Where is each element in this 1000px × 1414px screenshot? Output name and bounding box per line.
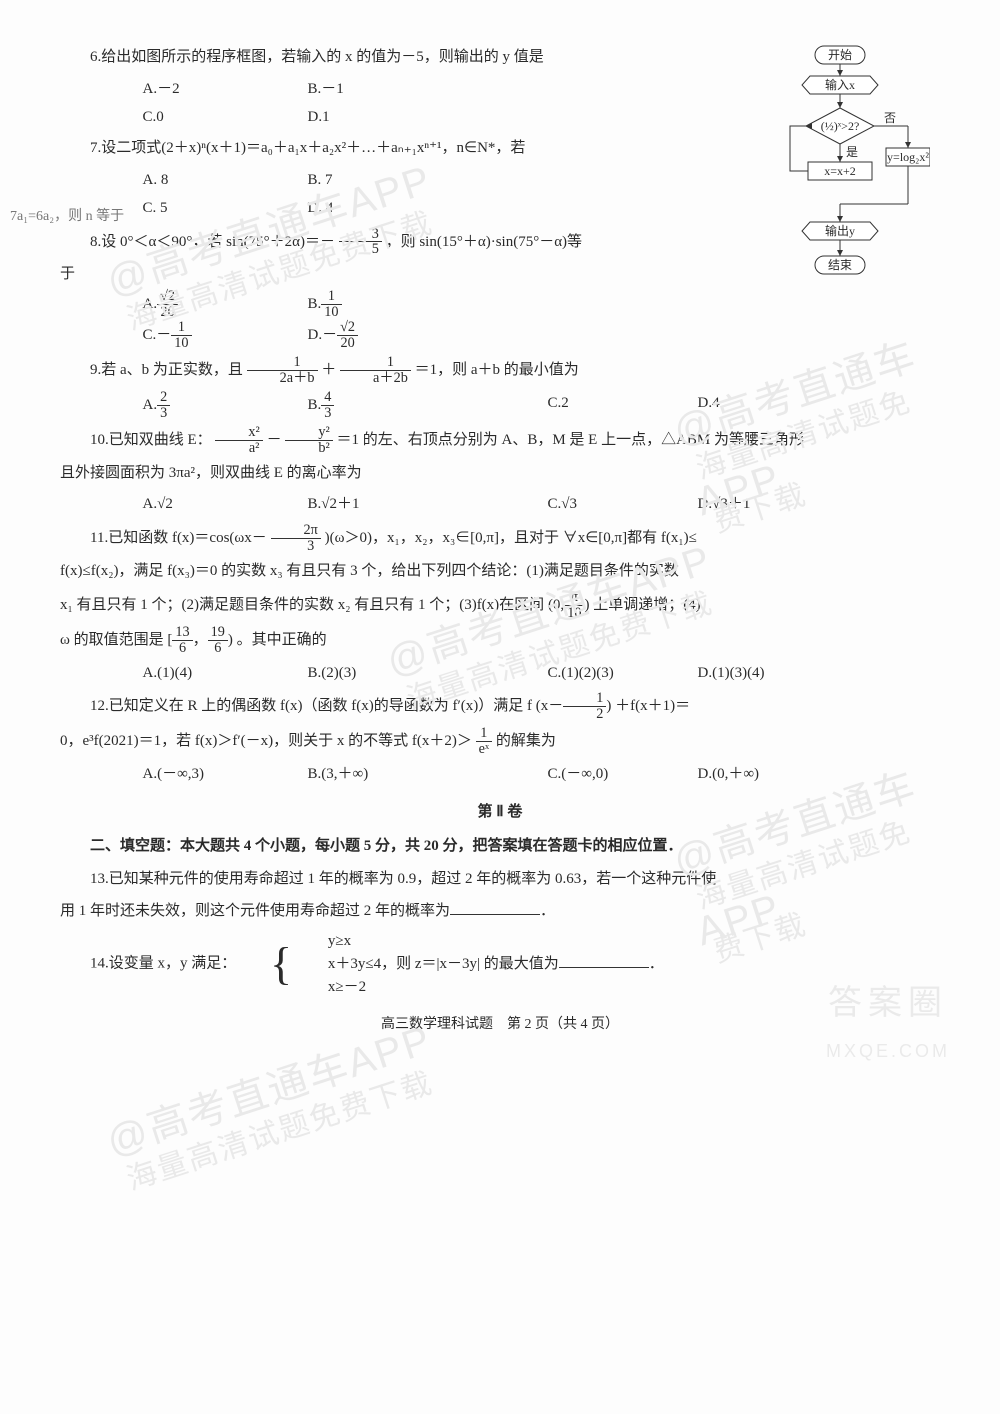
- q12-line2: 0，e³f(2021)＝1，若 f(x)＞f′(－x)，则关于 x 的不等式 f…: [60, 726, 940, 757]
- q14-blank: [559, 952, 649, 968]
- q12-opt-a: A.(－∞,3): [143, 761, 308, 789]
- q11-line3: x₁ 有且只有 1 个；(2)满足题目条件的实数 x₂ 有且只有 1 个；(3)…: [60, 590, 940, 621]
- q11-stem: 11.已知函数 f(x)＝cos(ωx－ 2π3 )(ω＞0)，x₁，x₂，x₃…: [60, 523, 940, 554]
- flow-out: 输出y: [825, 223, 855, 238]
- q6-opt-c: C.0: [143, 104, 308, 132]
- q7-opt-d: D. 4: [308, 195, 473, 223]
- q10-stem2: 且外接圆面积为 3πa²，则双曲线 E 的离心率为: [60, 460, 940, 488]
- q11-opt-a: A.(1)(4): [143, 660, 308, 688]
- flow-assign: y=log₂x²: [887, 150, 929, 164]
- q7-opt-a: A. 8: [143, 167, 308, 195]
- q9-opt-a: A.23: [143, 390, 308, 421]
- corner-a: 答案圈: [826, 972, 950, 1035]
- q14: 14.设变量 x，y 满足： { y≥x x＋3y≤4，则 z＝|x－3y| 的…: [60, 930, 940, 999]
- q10-opt-d: D.√3＋1: [698, 491, 818, 519]
- q12-opt-d: D.(0,＋∞): [698, 761, 848, 789]
- q8-opt-b: B.110: [308, 289, 473, 320]
- flow-start: 开始: [828, 48, 852, 62]
- q8-opt-a: A.√220: [143, 289, 308, 320]
- q8-fn: 3: [339, 227, 382, 243]
- flow-cond: (½)ˣ>2?: [821, 119, 860, 133]
- q8-fd: 5: [339, 242, 382, 257]
- corner-watermark: 答案圈 MXQE.COM: [826, 972, 950, 1068]
- flow-end: 结束: [828, 258, 852, 272]
- q14-sys2: x＋3y≤4，则 z＝|x－3y| 的最大值为．: [298, 952, 664, 976]
- q12-opt-b: B.(3,＋∞): [308, 761, 548, 789]
- q11-line2: f(x)≤f(x₂)，满足 f(x₃)＝0 的实数 x₃ 有且只有 3 个，给出…: [60, 558, 940, 586]
- q6-opt-d: D.1: [308, 104, 473, 132]
- q11-opt-c: C.(1)(2)(3): [548, 660, 698, 688]
- q7-cont: 7a₁=6a₂，则 n 等于: [10, 204, 124, 230]
- q11-line4: ω 的取值范围是 [136，196) 。其中正确的: [60, 625, 940, 656]
- q8-pre: 8.设 0°＜α＜90°，若 sin(75°＋2α)＝－: [90, 233, 335, 249]
- wm-4b: 海量高清试题免费下载: [119, 1056, 440, 1208]
- page-footer: 高三数学理科试题 第 2 页（共 4 页）: [60, 1012, 940, 1038]
- q10-opt-b: B.√2＋1: [308, 491, 548, 519]
- q11-opt-d: D.(1)(3)(4): [698, 660, 848, 688]
- q13-blank: [450, 899, 540, 915]
- q12-opt-c: C.(－∞,0): [548, 761, 698, 789]
- q9-opt-b: B.43: [308, 390, 548, 421]
- q10-opt-a: A.√2: [143, 491, 308, 519]
- q13-line1: 13.已知某种元件的使用寿命超过 1 年的概率为 0.9，超过 2 年的概率为 …: [60, 866, 940, 894]
- flowchart: 开始 输入x (½)ˣ>2? x=x+2 y=log₂x² 输出y 结束 是 否: [750, 44, 930, 324]
- q12-stem: 12.已知定义在 R 上的偶函数 f(x)（函数 f(x)的导函数为 f′(x)…: [60, 691, 940, 722]
- q14-sys3: x≥－2: [298, 976, 664, 999]
- q8-post: ，则 sin(15°＋α)·sin(75°－α)等: [386, 233, 582, 249]
- q11-opt-b: B.(2)(3): [308, 660, 548, 688]
- flow-yes: 是: [846, 145, 858, 159]
- part2-title: 第 Ⅱ 卷: [60, 799, 940, 827]
- q13-line2: 用 1 年时还未失效，则这个元件使用寿命超过 2 年的概率为．: [60, 898, 940, 926]
- q10-stem: 10.已知双曲线 E： x²a² － y²b² ＝1 的左、右顶点分别为 A、B…: [60, 425, 940, 456]
- q9-stem: 9.若 a、b 为正实数，且 12a＋b ＋ 1a＋2b ＝1，则 a＋b 的最…: [60, 355, 940, 386]
- q7-opt-c: C. 5: [143, 195, 308, 223]
- q8-opt-c: C.－110: [143, 320, 308, 351]
- flow-no: 否: [884, 111, 896, 125]
- section2-title: 二、填空题：本大题共 4 个小题，每小题 5 分，共 20 分，把答案填在答题卡…: [60, 833, 940, 861]
- q14-sys1: y≥x: [298, 930, 664, 953]
- q9-opt-d: D.4: [698, 390, 818, 421]
- q10-opt-c: C.√3: [548, 491, 698, 519]
- q8-opt-d: D.－√220: [308, 320, 473, 351]
- corner-b: MXQE.COM: [826, 1035, 950, 1068]
- q7-opt-b: B. 7: [308, 167, 473, 195]
- q6-opt-a: A.－2: [143, 76, 308, 104]
- q6-opt-b: B.－1: [308, 76, 473, 104]
- flow-proc: x=x+2: [824, 164, 856, 178]
- page: @高考直通车APP 海量高清试题免费下载 @高考直通车APP 海量高清试题免费下…: [60, 44, 940, 1038]
- q9-opt-c: C.2: [548, 390, 698, 421]
- flow-input: 输入x: [825, 77, 855, 92]
